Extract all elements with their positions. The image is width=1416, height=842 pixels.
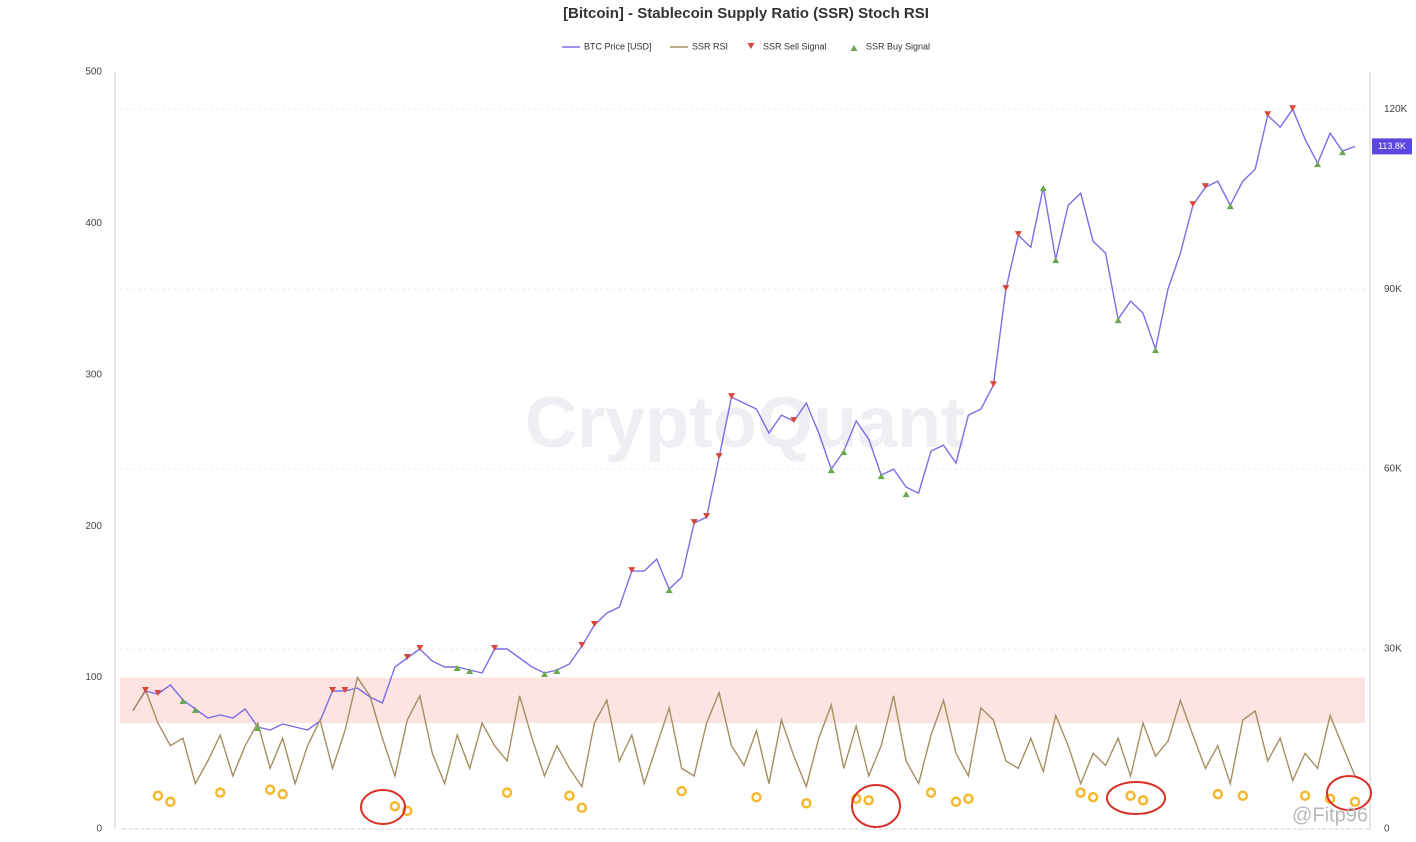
signal-marker (715, 453, 723, 460)
y2-tick-label: 30K (1384, 644, 1402, 655)
signal-marker (416, 645, 424, 652)
signal-marker (1002, 285, 1010, 292)
band (120, 677, 1365, 724)
signal-marker (628, 567, 636, 574)
legend-label: SSR Buy Signal (866, 41, 930, 51)
signal-marker (703, 513, 711, 520)
highlight-marker (152, 790, 164, 801)
signal-marker (453, 665, 461, 672)
credit: @Fitp96 (1292, 804, 1368, 826)
highlight-marker (1349, 796, 1361, 807)
highlight-marker (1075, 787, 1086, 798)
highlight-marker (1137, 794, 1149, 806)
highlight-marker (863, 794, 874, 806)
y-tick-label: 100 (85, 672, 102, 683)
signal-marker (840, 449, 848, 456)
annotation-circle (1326, 775, 1372, 811)
signal-marker (191, 707, 199, 714)
signal-marker (1151, 347, 1159, 354)
y2-tick-label: 60K (1384, 464, 1402, 475)
annotation-circle (1106, 781, 1166, 815)
signal-marker (1314, 161, 1322, 168)
highlight-marker (1125, 790, 1136, 801)
signal-marker (1039, 185, 1047, 192)
signal-marker (1189, 201, 1197, 208)
signal-marker (141, 687, 149, 694)
signal-marker (540, 671, 548, 678)
highlight-marker (402, 805, 413, 817)
highlight-marker (1087, 791, 1099, 803)
signal-marker (1114, 317, 1122, 324)
signal-marker (1052, 257, 1060, 264)
signal-marker (578, 642, 586, 649)
highlight-marker (801, 798, 812, 809)
highlight-marker (564, 790, 575, 801)
signal-marker (403, 654, 411, 661)
signal-marker (590, 621, 598, 628)
y-tick-label: 0 (96, 824, 102, 835)
highlight-marker (165, 796, 176, 807)
signal-marker (553, 668, 561, 675)
signal-marker (728, 393, 736, 400)
highlight-marker (389, 801, 401, 812)
signal-marker (1201, 183, 1209, 190)
highlight-marker (676, 785, 687, 797)
signal-marker (877, 473, 885, 480)
watermark: CryptoQuant (525, 383, 965, 463)
highlight-marker (925, 787, 937, 798)
signal-marker (254, 725, 262, 732)
legend-swatch (850, 45, 858, 51)
highlight-marker (1212, 788, 1224, 800)
legend-label: SSR RSI (692, 41, 728, 51)
y-tick-label: 200 (85, 521, 102, 532)
highlight-marker (277, 788, 288, 800)
highlight-marker (950, 796, 962, 807)
y2-tick-label: 120K (1384, 104, 1408, 115)
signal-marker (690, 519, 698, 526)
signal-marker (790, 417, 798, 424)
signal-marker (491, 645, 499, 652)
y-tick-label: 300 (85, 369, 102, 380)
plot-area: CryptoQuant 0 100 200 300 400 500 0 30K 60K 90K 120… (85, 67, 1412, 835)
signal-marker (154, 690, 162, 697)
signal-marker (466, 668, 474, 675)
signal-marker (989, 381, 997, 388)
signal-marker (1264, 111, 1272, 118)
highlight-marker (215, 787, 226, 798)
signal-marker (341, 687, 349, 694)
legend-swatch (747, 43, 755, 49)
highlight-marker (1237, 790, 1249, 801)
y2-tick-label: 90K (1384, 284, 1402, 295)
signal-marker (1226, 203, 1234, 210)
signal-marker (1014, 231, 1022, 238)
signal-marker (827, 467, 835, 474)
series-line (132, 107, 1356, 731)
highlight-marker (1299, 790, 1311, 801)
highlight-marker (501, 787, 513, 798)
highlight-marker (264, 784, 276, 795)
y-tick-label: 400 (85, 218, 102, 229)
highlight-marker (751, 791, 762, 803)
signal-marker (902, 491, 910, 498)
annotation-circle (851, 784, 901, 828)
highlight-marker (576, 802, 588, 814)
signal-marker (179, 698, 187, 705)
price-tag-label: 113.8K (1378, 141, 1406, 151)
price-tag (1372, 138, 1412, 155)
legend-label: BTC Price [USD] (584, 41, 652, 51)
annotation-circle (360, 789, 406, 825)
chart-title: [Bitcoin] - Stablecoin Supply Ratio (SSR… (563, 5, 929, 22)
signal-marker (1339, 149, 1347, 156)
y2-tick-label: 0 (1384, 824, 1390, 835)
signal-marker (329, 687, 337, 694)
legend: BTC Price [USD] SSR RSI SSR Sell Signal SSR… (562, 41, 930, 51)
legend-label: SSR Sell Signal (763, 41, 827, 51)
series-line (132, 675, 1356, 789)
y-tick-label: 500 (85, 67, 102, 78)
signal-marker (665, 587, 673, 594)
signal-marker (1289, 105, 1297, 112)
highlight-marker (963, 793, 974, 804)
